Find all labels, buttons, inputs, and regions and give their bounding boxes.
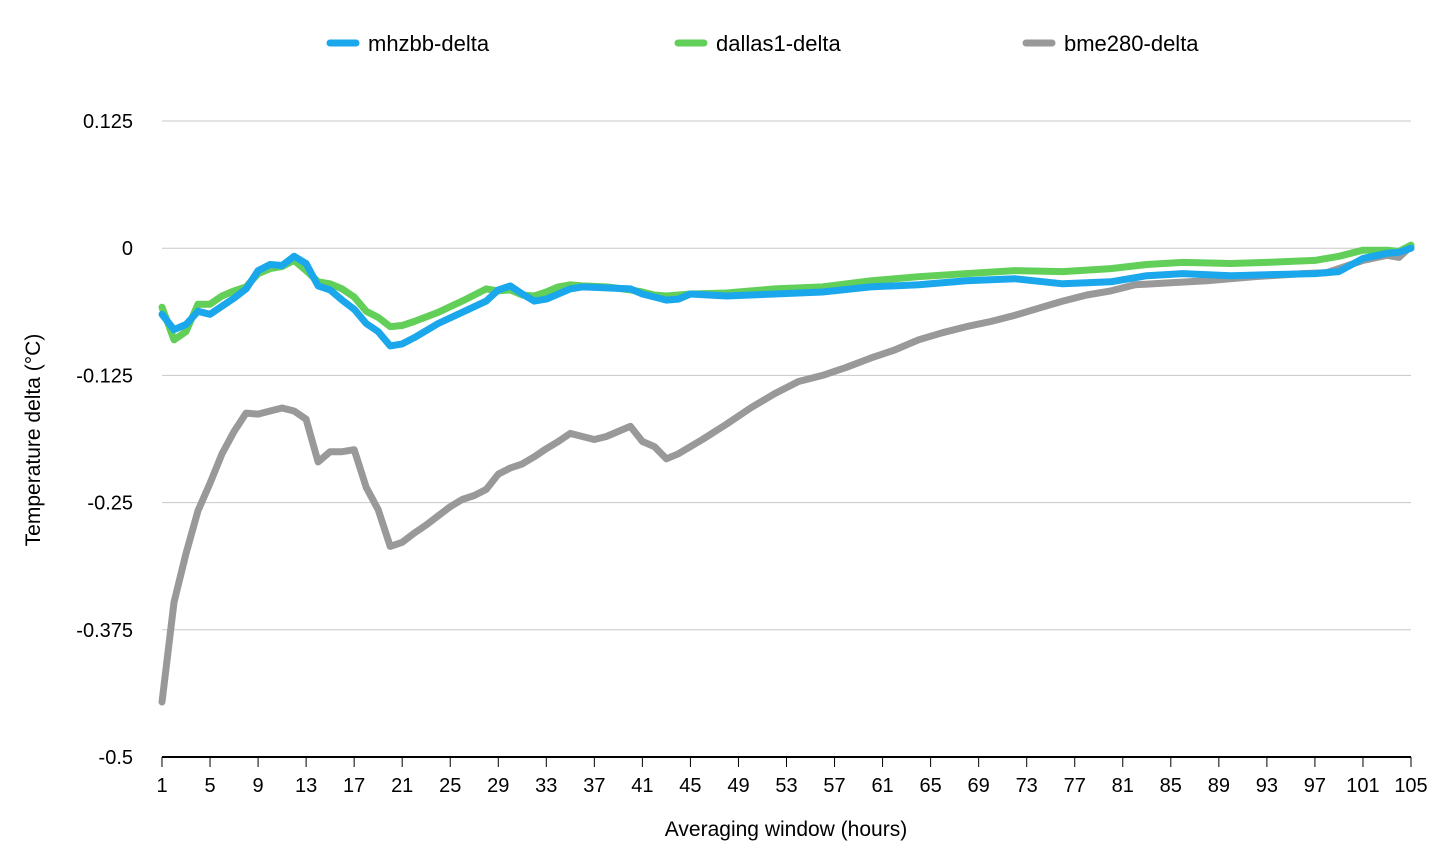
y-tick-label: -0.25 [87,493,133,515]
x-tick-label: 29 [487,775,509,797]
x-axis-title: Averaging window (hours) [665,818,907,841]
y-tick-label: 0.125 [83,111,133,133]
x-tick-label: 65 [919,775,941,797]
gridlines [162,120,1411,631]
series-lines [158,241,1415,706]
x-tick-label: 57 [823,775,845,797]
legend-label: bme280-delta [1064,31,1199,56]
x-tick-label: 25 [439,775,461,797]
x-tick-label: 101 [1346,775,1379,797]
x-tick-label: 37 [583,775,605,797]
x-tick-label: 13 [295,775,317,797]
x-tick-label: 9 [253,775,264,797]
x-tick-label: 69 [968,775,990,797]
x-tick-label: 81 [1112,775,1134,797]
x-tick-label: 21 [391,775,413,797]
x-tick-label: 85 [1160,775,1182,797]
x-tick-label: 33 [535,775,557,797]
y-tick-label: -0.375 [76,620,133,642]
x-tick-label: 93 [1256,775,1278,797]
legend-item-mhzbb-delta: mhzbb-delta [326,31,490,56]
y-axis-title: Temperature delta (°C) [22,334,45,547]
x-tick-label: 5 [204,775,215,797]
x-tick-label: 41 [631,775,653,797]
x-tick-label: 105 [1394,775,1427,797]
legend-item-dallas1-delta: dallas1-delta [674,31,842,56]
x-axis-ticks: 1 5 9 13 17 21 25 29 33 37 41 45 49 53 57 61 65 69 73 77 81 8… [156,757,1428,797]
legend: mhzbb-delta dallas1-delta bme280-delta [326,31,1199,56]
legend-item-bme280-delta: bme280-delta [1022,31,1199,56]
x-tick-label: 73 [1016,775,1038,797]
x-tick-label: 89 [1208,775,1230,797]
x-tick-label: 17 [343,775,365,797]
series-line-bme280-delta [158,242,1415,706]
legend-label: dallas1-delta [716,31,842,56]
y-axis-ticks: 0.125 0 -0.125 -0.25 -0.375 -0.5 [76,111,133,769]
y-tick-label: -0.125 [76,365,133,387]
y-tick-label: -0.5 [99,747,133,769]
legend-label: mhzbb-delta [368,31,490,56]
series-line-mhzbb-delta [158,244,1415,350]
x-tick-label: 1 [156,775,167,797]
x-tick-label: 53 [775,775,797,797]
x-tick-label: 45 [679,775,701,797]
x-tick-label: 49 [727,775,749,797]
x-tick-label: 61 [871,775,893,797]
x-tick-label: 77 [1064,775,1086,797]
y-tick-label: 0 [122,238,133,260]
x-tick-label: 97 [1304,775,1326,797]
